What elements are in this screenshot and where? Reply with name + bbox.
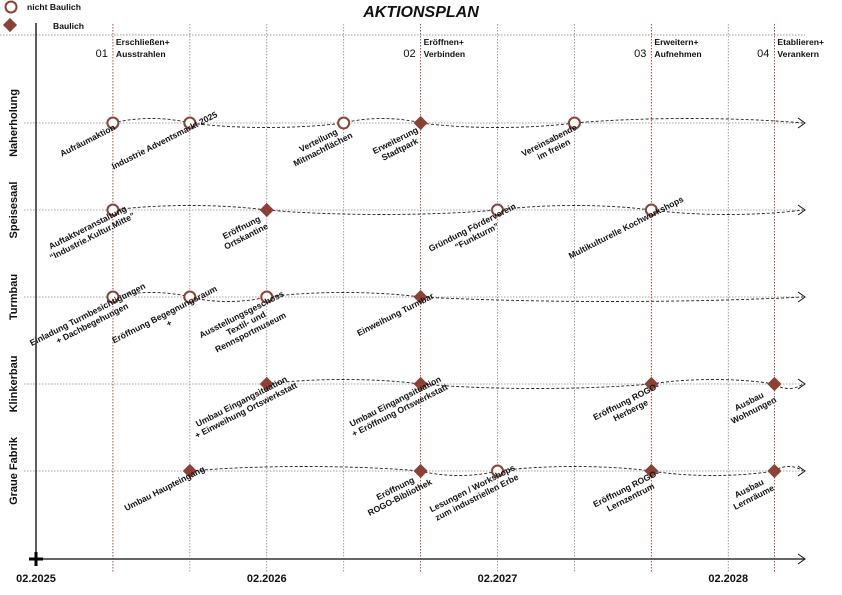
event-label-line: Gründung Förderverein <box>427 201 517 254</box>
event-diamond-icon[interactable] <box>413 289 428 305</box>
event-circle-icon[interactable] <box>183 290 197 304</box>
event-label-line: + Einweihung Ortswerkstatt <box>193 380 299 440</box>
event-diamond-icon[interactable] <box>259 202 274 218</box>
phase-title: Ausstrahlen <box>116 49 166 59</box>
arrow-head-icon <box>797 378 806 390</box>
x-tick-label: 02.2028 <box>708 573 748 585</box>
phase-title: Erschließen+ <box>116 37 170 47</box>
event-diamond-icon[interactable] <box>413 463 428 479</box>
phase-number: 04 <box>757 48 769 60</box>
row-label: Klinkerbau <box>8 356 20 413</box>
phase-title: Erweitern+ <box>654 37 698 47</box>
phase-number: 02 <box>403 48 415 60</box>
legend-label-baulich: Baulich <box>53 21 84 31</box>
event-label-line: + <box>165 318 174 329</box>
event-label: Umbau Eingangsituation+ Eröffnung Ortswe… <box>348 374 450 439</box>
event-label: Eröffnung ROGO-Lernzentrum <box>591 467 660 513</box>
phase-title: Aufnehmen <box>654 49 701 59</box>
event-label: Industrie Adventsmarkt 2025 <box>110 109 219 171</box>
arrow-head-icon <box>797 465 806 477</box>
x-axis-arrow-icon <box>797 553 806 565</box>
timeline-path <box>266 379 804 389</box>
row-label: Speisesaal <box>8 182 20 239</box>
phase-title: Verbinden <box>424 49 466 59</box>
event-circle-icon[interactable] <box>260 290 274 304</box>
phase-title: Verankern <box>777 49 819 59</box>
phase-number: 01 <box>96 48 108 60</box>
event-label: Auftaktveranstaltung“Industrie.Kultur.Mi… <box>47 203 136 262</box>
event-diamond-icon[interactable] <box>413 115 428 131</box>
legend-diamond-icon <box>2 17 18 33</box>
event-diamond-icon[interactable] <box>259 376 274 392</box>
diagram-title: AKTIONSPLAN <box>362 4 479 21</box>
legend: nicht Baulich Baulich <box>2 0 84 33</box>
event-label: Multikulturelle Kochworkshops <box>567 194 685 261</box>
event-circle-icon[interactable] <box>106 290 120 304</box>
event-label: Aufräumaktion <box>58 122 117 158</box>
row-label: Naherholung <box>8 89 20 157</box>
event-label-line: Aufräumaktion <box>58 122 117 158</box>
event-label: Umbau Eingangsituation+ Einweihung Ortsw… <box>193 374 299 441</box>
x-tick-label: 02.2027 <box>478 573 518 585</box>
origin-plus-icon <box>29 552 43 566</box>
x-tick-label: 02.2026 <box>247 573 287 585</box>
event-label: Einladung Turmbesichtigungen+ Dachbegehu… <box>28 281 147 348</box>
event-circle-icon[interactable] <box>106 203 120 217</box>
event-label-line: Industrie Adventsmarkt 2025 <box>110 109 219 171</box>
phase-number: 03 <box>634 48 646 60</box>
arrow-head-icon <box>797 117 806 129</box>
legend-circle-icon <box>4 0 18 14</box>
arrow-head-icon <box>797 204 806 216</box>
event-label: Eröffnung ROGO-Herberge <box>591 380 660 423</box>
event-circle-icon[interactable] <box>183 116 197 130</box>
event-label-line: Einweihung Turmbar <box>355 290 436 338</box>
row-label: Graue Fabrik <box>8 436 20 505</box>
legend-label-nicht-baulich: nicht Baulich <box>27 2 81 12</box>
event-diamond-icon[interactable] <box>767 376 782 392</box>
row-label: Turmbau <box>8 274 20 320</box>
event-diamond-icon[interactable] <box>644 376 659 392</box>
event-circle-icon[interactable] <box>106 116 120 130</box>
event-diamond-icon[interactable] <box>182 463 197 479</box>
event-label-line: Umbau Eingangsituation <box>348 374 443 429</box>
phase-title: Eröffnen+ <box>424 37 464 47</box>
event-diamond-icon[interactable] <box>767 463 782 479</box>
x-tick-label: 02.2025 <box>16 573 56 585</box>
event-label: Einweihung Turmbar <box>355 290 436 338</box>
event-circle-icon[interactable] <box>337 116 351 130</box>
event-diamond-icon[interactable] <box>644 463 659 479</box>
event-circle-icon[interactable] <box>567 116 581 130</box>
event-label-line: Multikulturelle Kochworkshops <box>567 194 685 261</box>
phase-title: Etablieren+ <box>777 37 824 47</box>
event-circle-icon[interactable] <box>644 203 658 217</box>
event-label-line: Umbau Eingangsituation <box>194 374 289 429</box>
event-circle-icon[interactable] <box>491 203 505 217</box>
event-diamond-icon[interactable] <box>413 376 428 392</box>
event-circle-icon[interactable] <box>491 464 505 478</box>
arrow-head-icon <box>797 291 806 303</box>
